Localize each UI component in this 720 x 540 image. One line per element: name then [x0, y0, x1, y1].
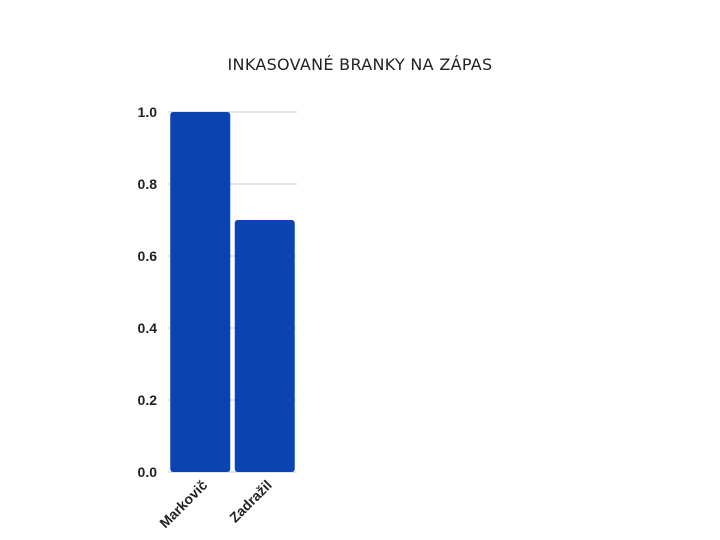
- y-tick-label: 0.2: [138, 392, 158, 408]
- y-tick-label: 0.4: [138, 320, 158, 336]
- bars: [170, 112, 295, 472]
- y-tick-label: 1.0: [138, 104, 158, 120]
- y-tick-label: 0.8: [138, 176, 158, 192]
- y-tick-label: 0.6: [138, 248, 158, 264]
- x-axis-labels: Markovič Zadražil: [156, 477, 275, 531]
- y-tick-label: 0.0: [138, 464, 158, 480]
- x-tick-label: Markovič: [156, 477, 210, 531]
- x-tick-label: Zadražil: [226, 477, 275, 526]
- bar: [170, 112, 231, 472]
- chart-title: INKASOVANÉ BRANKY NA ZÁPAS: [228, 55, 493, 74]
- y-axis-ticks: 0.0 0.2 0.4 0.6 0.8 1.0: [138, 104, 158, 480]
- bar: [234, 220, 295, 472]
